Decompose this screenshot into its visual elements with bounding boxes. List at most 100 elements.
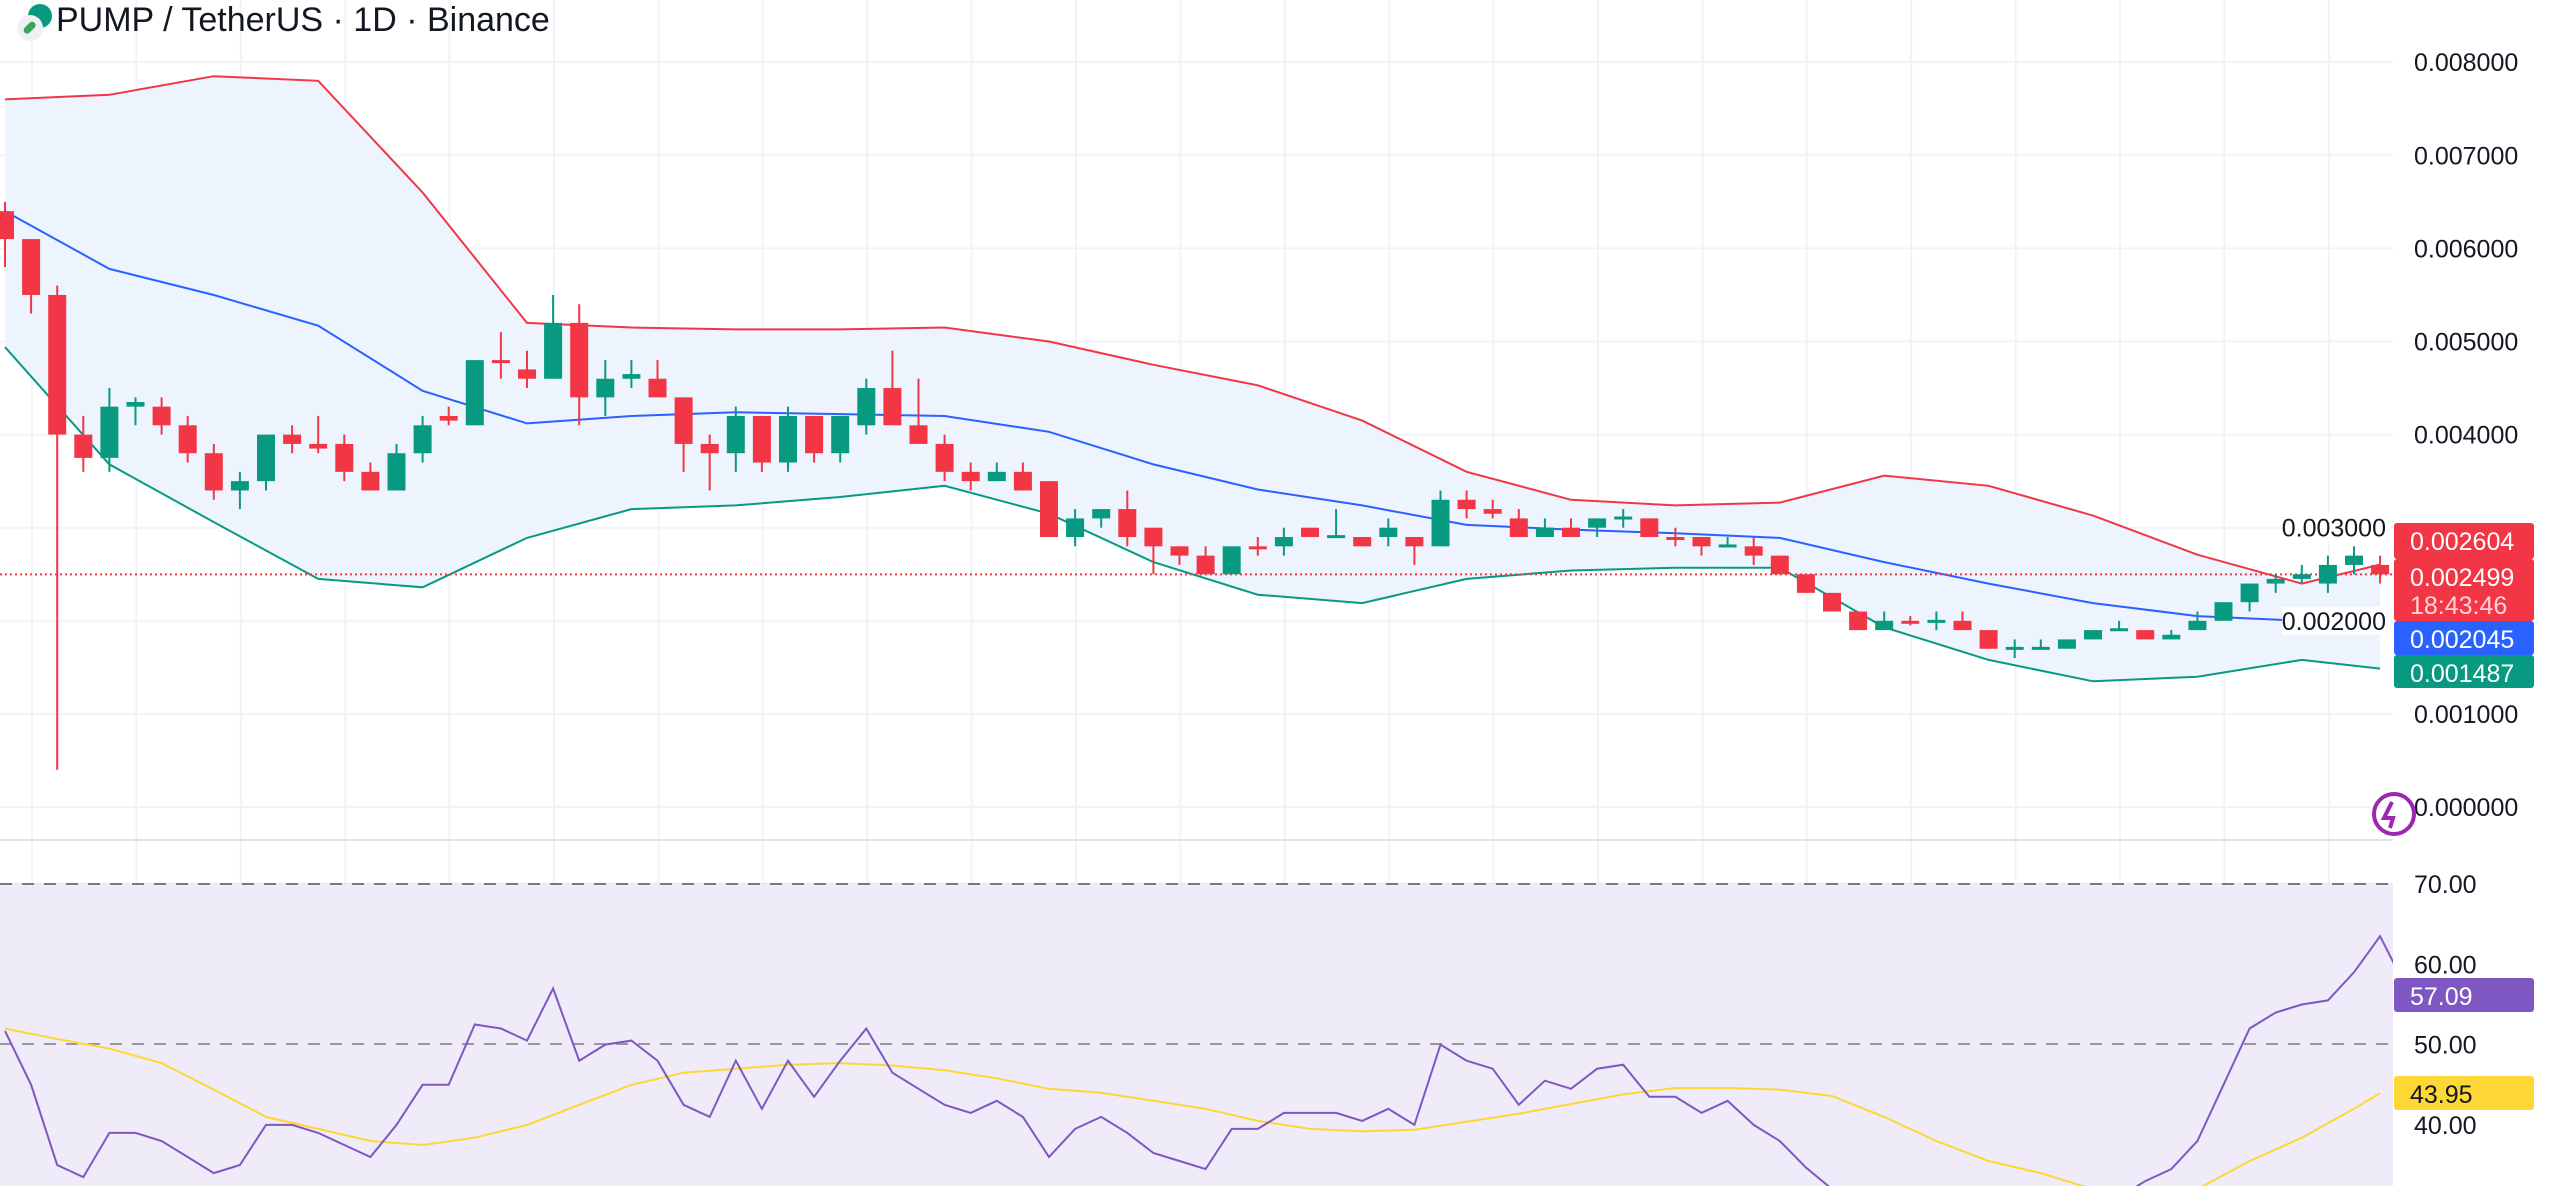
- candle-body: [726, 415, 745, 454]
- bb-upper-tag-text: 0.002604: [2410, 528, 2514, 556]
- candle: [2057, 639, 2076, 649]
- tradingview-logo-icon[interactable]: [2372, 792, 2416, 836]
- candle-body: [1953, 620, 1972, 631]
- rsi-tick-label: 40.00: [2414, 1112, 2477, 1140]
- candle: [1796, 574, 1815, 593]
- candle-body: [361, 471, 380, 491]
- candle: [1327, 509, 1346, 539]
- candle: [126, 397, 145, 426]
- candle: [1040, 481, 1058, 538]
- symbol-title[interactable]: PUMP / TetherUS · 1D · Binance: [56, 1, 550, 39]
- bb-basis-tag-text: 0.002045: [2410, 626, 2514, 654]
- candle: [1535, 518, 1554, 538]
- candle: [335, 434, 354, 482]
- candle: [1875, 611, 1894, 631]
- candle: [230, 471, 249, 510]
- candle: [1144, 527, 1163, 575]
- price-axis[interactable]: 0.008000 0.007000 0.006000 0.005000 0.004000…: [2282, 49, 2519, 822]
- rsi-axis[interactable]: 70.00 60.00 50.00 40.00: [2414, 871, 2477, 1140]
- candle-body: [648, 378, 667, 398]
- candle: [1588, 518, 1607, 538]
- candle: [1222, 546, 1241, 575]
- candle-body: [22, 239, 41, 295]
- candle: [726, 406, 745, 472]
- rsi-tag-background: [2394, 978, 2534, 1012]
- candle: [1614, 509, 1633, 528]
- candle: [74, 415, 93, 472]
- candle: [2318, 555, 2337, 593]
- candle-body: [2162, 634, 2181, 640]
- bb-basis-tag-background: [2394, 621, 2534, 655]
- candle: [1562, 518, 1580, 538]
- candle: [283, 425, 302, 454]
- candle: [309, 415, 328, 454]
- candle: [2136, 630, 2155, 640]
- price-tick-label-background: [2282, 606, 2390, 635]
- candle: [1901, 616, 1920, 626]
- candle: [413, 415, 432, 463]
- candle-body: [1040, 481, 1058, 538]
- candle: [1953, 611, 1972, 631]
- candle: [1118, 490, 1137, 547]
- candle-body: [1353, 537, 1372, 547]
- candle-body: [2214, 602, 2233, 621]
- candle: [909, 378, 928, 444]
- price-tick-label: 0.004000: [2414, 422, 2518, 450]
- price-tick-label: 0.001000: [2414, 701, 2518, 729]
- candle-body: [413, 425, 432, 454]
- candle: [1457, 490, 1476, 519]
- candle-body: [2292, 574, 2311, 579]
- candle-body: [230, 481, 249, 491]
- candle-body: [387, 453, 406, 491]
- candle: [622, 360, 641, 389]
- candle: [2371, 555, 2390, 584]
- bollinger-upper-line: [4, 75, 2381, 585]
- candle-body: [1013, 471, 1032, 491]
- candle: [1640, 518, 1659, 538]
- candle-body: [961, 471, 980, 482]
- candle-body: [1405, 537, 1424, 547]
- candle: [1483, 499, 1502, 519]
- candle-body: [152, 406, 171, 426]
- candle: [1379, 518, 1398, 547]
- candle-body: [2084, 630, 2102, 640]
- candle: [1301, 527, 1319, 538]
- candle-body: [2240, 583, 2259, 603]
- candle-body: [1718, 544, 1737, 548]
- candle-body: [2136, 630, 2155, 640]
- candle-body: [178, 425, 197, 454]
- rsi-tag-text: 57.09: [2410, 983, 2473, 1011]
- candle: [935, 434, 954, 482]
- candle-body: [857, 388, 876, 426]
- candle: [700, 434, 719, 491]
- candle-body: [1692, 537, 1711, 547]
- candle-body: [1379, 527, 1398, 538]
- price-tick-label: 0.006000: [2414, 235, 2518, 263]
- candle: [2110, 620, 2129, 632]
- candle: [1248, 537, 1267, 556]
- bollinger-basis-line: [4, 210, 2381, 622]
- candle-body: [700, 443, 719, 454]
- rsi-ma-tag: 43.95: [2394, 1076, 2534, 1110]
- rsi-tag: 57.09: [2394, 978, 2534, 1012]
- price-tick-label: 0.005000: [2414, 329, 2518, 357]
- candle: [1170, 546, 1189, 565]
- candle: [805, 415, 824, 463]
- candle: [857, 378, 876, 435]
- candle-body: [1431, 499, 1450, 547]
- candle: [439, 406, 458, 426]
- candle-body: [1118, 509, 1137, 538]
- candle-body: [831, 415, 850, 454]
- candle-body: [1327, 535, 1346, 539]
- candle-body: [1274, 537, 1293, 547]
- candle-body: [987, 471, 1006, 482]
- candle: [2214, 602, 2233, 621]
- candle-body: [2266, 578, 2285, 584]
- candle: [831, 415, 850, 463]
- candle-body: [1666, 537, 1685, 541]
- candle: [48, 285, 67, 770]
- candle: [1196, 546, 1215, 575]
- candle: [2005, 639, 2024, 659]
